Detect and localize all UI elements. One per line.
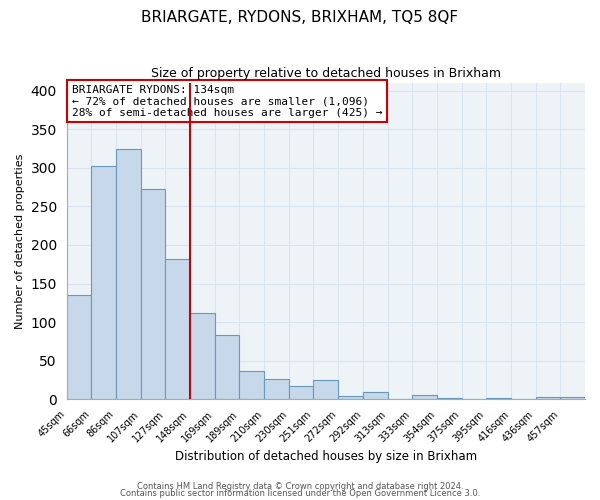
X-axis label: Distribution of detached houses by size in Brixham: Distribution of detached houses by size … bbox=[175, 450, 477, 462]
Bar bbox=[363, 392, 388, 399]
Bar bbox=[536, 397, 560, 399]
Text: Contains HM Land Registry data © Crown copyright and database right 2024.: Contains HM Land Registry data © Crown c… bbox=[137, 482, 463, 491]
Text: BRIARGATE RYDONS: 134sqm
← 72% of detached houses are smaller (1,096)
28% of sem: BRIARGATE RYDONS: 134sqm ← 72% of detach… bbox=[72, 84, 382, 118]
Bar bbox=[190, 313, 215, 399]
Bar bbox=[91, 166, 116, 399]
Bar bbox=[67, 295, 91, 399]
Bar bbox=[338, 396, 363, 399]
Bar bbox=[486, 398, 511, 399]
Bar bbox=[289, 386, 313, 399]
Bar bbox=[412, 396, 437, 399]
Bar bbox=[264, 379, 289, 399]
Bar bbox=[116, 148, 141, 399]
Title: Size of property relative to detached houses in Brixham: Size of property relative to detached ho… bbox=[151, 68, 501, 80]
Text: Contains public sector information licensed under the Open Government Licence 3.: Contains public sector information licen… bbox=[120, 489, 480, 498]
Text: BRIARGATE, RYDONS, BRIXHAM, TQ5 8QF: BRIARGATE, RYDONS, BRIXHAM, TQ5 8QF bbox=[142, 10, 458, 25]
Bar bbox=[215, 335, 239, 399]
Bar bbox=[166, 259, 190, 399]
Y-axis label: Number of detached properties: Number of detached properties bbox=[15, 154, 25, 329]
Bar bbox=[437, 398, 461, 399]
Bar bbox=[141, 190, 166, 399]
Bar bbox=[560, 397, 585, 399]
Bar bbox=[313, 380, 338, 399]
Bar bbox=[239, 370, 264, 399]
